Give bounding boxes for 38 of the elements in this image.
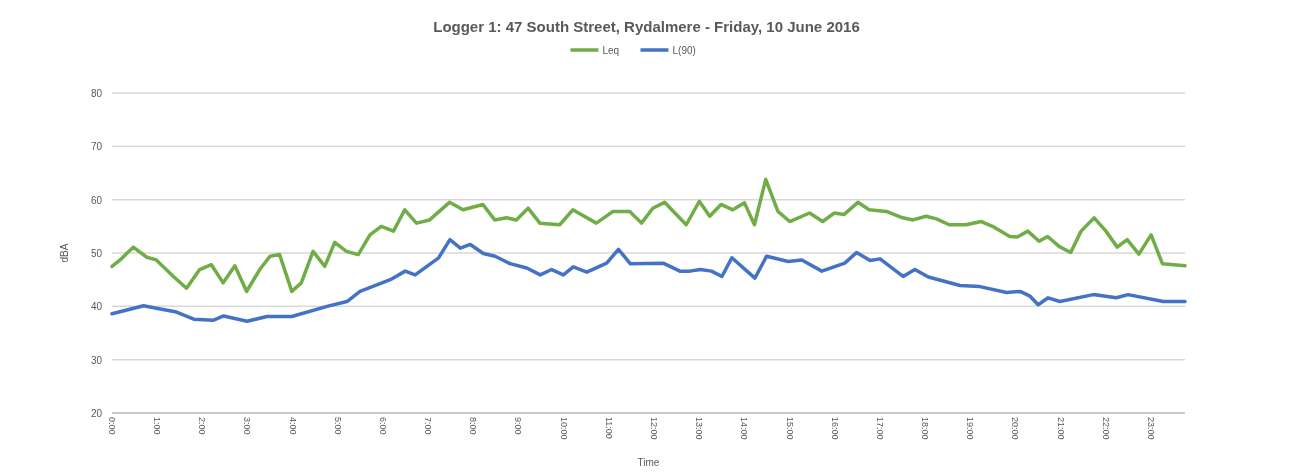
y-tick-label: 40 [90,301,103,313]
x-tick-label: 4:00 [287,417,298,435]
x-axis-title: Time [637,457,660,468]
y-tick-label: 30 [90,354,103,366]
y-tick-label: 50 [90,248,103,259]
x-tick-label: 15:00 [784,417,795,440]
x-tick-label: 18:00 [920,417,931,440]
x-tick-label: 17:00 [874,417,885,440]
x-tick-label: 2:00 [197,417,208,435]
x-tick-label: 20:00 [1010,417,1021,440]
x-tick-label: 16:00 [829,417,840,440]
x-tick-label: 11:00 [603,417,614,439]
y-tick-label: 60 [90,194,103,206]
chart-title: Logger 1: 47 South Street, Rydalmere - Friday, 10 June 2016 [433,18,860,35]
legend-label: Leq [602,44,620,56]
x-tick-label: 7:00 [423,417,434,435]
x-tick-label: 3:00 [242,417,253,435]
x-tick-label: 22:00 [1100,417,1111,440]
x-tick-label: 12:00 [649,417,659,440]
x-tick-label: 19:00 [965,417,976,440]
x-tick-label: 6:00 [377,417,388,435]
y-tick-label: 70 [90,141,103,153]
line-series [110,177,1187,294]
y-axis-title: dBA [59,243,70,263]
x-tick-label: 8:00 [468,417,479,435]
legend-label: L(90) [672,44,696,56]
y-tick-label: 80 [90,88,103,99]
x-tick-label: 13:00 [694,417,705,440]
x-tick-label: 0:00 [106,417,117,435]
x-tick-label: 14:00 [739,417,750,440]
x-tick-label: 10:00 [558,417,569,440]
y-tick-label: 20 [90,408,103,419]
x-tick-label: 21:00 [1055,417,1066,440]
x-tick-label: 9:00 [513,417,524,435]
x-tick-label: 23:00 [1145,417,1156,440]
line-series [110,237,1187,324]
x-tick-label: 5:00 [332,417,343,435]
x-tick-label: 1:00 [152,417,163,435]
